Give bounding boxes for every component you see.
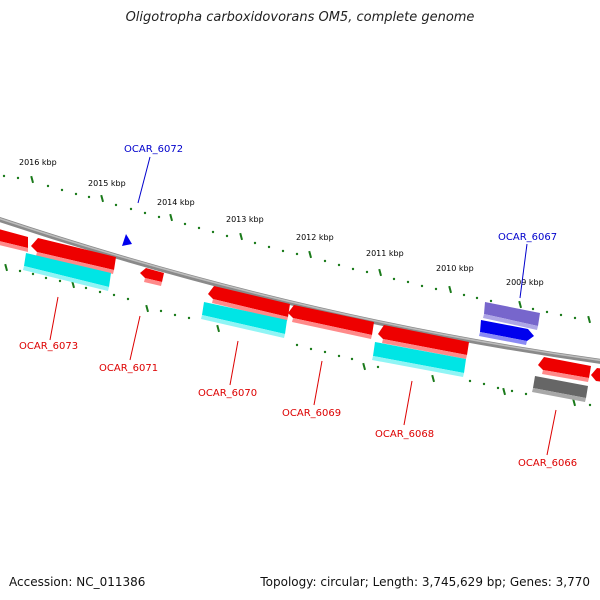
gene-ocar-6073-cyan-shade (23, 266, 109, 291)
genome-summary-text: Topology: circular; Length: 3,745,629 bp… (260, 575, 590, 589)
gene-ocar-6071[interactable] (140, 268, 164, 282)
map-title: Oligotropha carboxidovorans OM5, complet… (125, 10, 475, 25)
leader-ocar-6067 (519, 243, 528, 299)
label-ocar-6069[interactable]: OCAR_6069 (282, 408, 341, 419)
label-ocar-6070[interactable]: OCAR_6070 (198, 388, 257, 399)
scale-label-2014: 2014 kbp (157, 198, 195, 207)
gene-ocar-6073-cyan[interactable] (24, 253, 111, 287)
gene-ocar-next-red[interactable] (591, 368, 600, 382)
gene-ocar-6066-red-shade (542, 370, 589, 382)
leader-ocar-6071 (129, 315, 141, 361)
leader-lines (49, 156, 557, 456)
label-ocar-6072[interactable]: OCAR_6072 (124, 144, 183, 155)
reverse-genes (0, 228, 600, 402)
gene-ocar-6070-cyan-shade (201, 315, 285, 338)
gene-ocar-6068-red[interactable] (378, 325, 469, 355)
scale-label-2009: 2009 kbp (506, 278, 544, 287)
gene-ocar-6068-cyan[interactable] (373, 342, 466, 373)
gene-ocar-6068-red-shade (382, 339, 467, 359)
gene-ocar-6072[interactable] (122, 234, 132, 246)
genome-backbone (0, 217, 600, 364)
scale-labels: 2016 kbp 2015 kbp 2014 kbp 2013 kbp 2012… (19, 158, 544, 287)
label-ocar-6071[interactable]: OCAR_6071 (99, 363, 158, 374)
scale-label-2015: 2015 kbp (88, 179, 126, 188)
gene-ocar-6067-purple[interactable] (484, 302, 540, 326)
gene-ocar-6068-cyan-shade (372, 356, 464, 377)
gene-ocar-6073-left-shade (0, 241, 28, 252)
gene-ocar-6069[interactable] (288, 305, 374, 335)
scale-label-2010: 2010 kbp (436, 264, 474, 273)
gene-ocar-6070-red[interactable] (208, 286, 290, 317)
label-ocar-6067[interactable]: OCAR_6067 (498, 232, 557, 243)
forward-genes (122, 234, 540, 345)
leader-ocar-6069 (313, 360, 323, 406)
leader-ocar-6068 (403, 380, 413, 426)
gene-ocar-6070-cyan[interactable] (202, 302, 287, 334)
scale-label-2011: 2011 kbp (366, 249, 404, 258)
accession-text: Accession: NC_011386 (9, 575, 146, 589)
gene-ocar-6066-red[interactable] (538, 357, 591, 378)
label-ocar-6073[interactable]: OCAR_6073 (19, 341, 78, 352)
gene-ocar-6066-grey[interactable] (533, 376, 588, 398)
gene-ocar-6069-shade (292, 318, 372, 339)
scale-label-2016: 2016 kbp (19, 158, 57, 167)
gene-ocar-6073-left-red[interactable] (0, 228, 28, 248)
lower-scale (4, 263, 592, 407)
gene-ocar-6073-red-shade (36, 252, 114, 274)
gene-ocar-6067-shade (479, 332, 527, 345)
gene-labels: OCAR_6072 OCAR_6067 OCAR_6073 OCAR_6071 … (19, 144, 577, 469)
gene-ocar-6073-red[interactable] (31, 238, 116, 270)
gene-ocar-6066-grey-shade (532, 388, 586, 402)
gene-ocar-6067[interactable] (480, 320, 534, 341)
scale-label-2013: 2013 kbp (226, 215, 264, 224)
gene-ocar-6071-shade (144, 278, 162, 286)
gene-ocar-6067-purple-shade (483, 314, 538, 330)
leader-ocar-6070 (229, 340, 239, 386)
leader-ocar-6066 (546, 409, 557, 456)
scale-label-2012: 2012 kbp (296, 233, 334, 242)
leader-ocar-6073 (49, 296, 59, 341)
upper-scale (2, 174, 592, 324)
genome-backbone-highlight (0, 217, 600, 362)
label-ocar-6066[interactable]: OCAR_6066 (518, 458, 577, 469)
label-ocar-6068[interactable]: OCAR_6068 (375, 429, 434, 440)
leader-ocar-6072 (137, 156, 151, 204)
gene-ocar-6070-red-shade (212, 299, 288, 321)
